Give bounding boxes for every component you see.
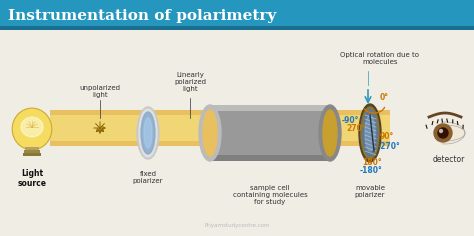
- Text: Instrumentation of polarimetry: Instrumentation of polarimetry: [8, 8, 276, 23]
- Circle shape: [439, 130, 443, 132]
- Ellipse shape: [12, 108, 52, 150]
- Text: 90°: 90°: [380, 132, 394, 141]
- Ellipse shape: [361, 107, 379, 159]
- FancyBboxPatch shape: [0, 0, 474, 30]
- Ellipse shape: [139, 109, 157, 157]
- Ellipse shape: [319, 105, 341, 161]
- PathPatch shape: [442, 122, 465, 144]
- Text: movable
polarizer: movable polarizer: [355, 185, 385, 198]
- FancyBboxPatch shape: [0, 26, 474, 30]
- Text: Optical rotation due to
molecules: Optical rotation due to molecules: [340, 52, 419, 65]
- Ellipse shape: [144, 118, 152, 148]
- FancyBboxPatch shape: [23, 153, 41, 156]
- Text: 180°: 180°: [362, 158, 382, 167]
- Ellipse shape: [141, 112, 155, 154]
- Circle shape: [434, 124, 452, 142]
- FancyBboxPatch shape: [25, 147, 39, 151]
- Text: 0°: 0°: [380, 93, 389, 102]
- Text: fixed
polarizer: fixed polarizer: [133, 171, 163, 184]
- FancyBboxPatch shape: [50, 115, 390, 141]
- Text: detector: detector: [433, 155, 465, 164]
- Text: sample cell
containing molecules
for study: sample cell containing molecules for stu…: [233, 185, 307, 205]
- Ellipse shape: [323, 110, 337, 156]
- Ellipse shape: [359, 104, 381, 162]
- Ellipse shape: [21, 117, 43, 137]
- Text: -270°: -270°: [378, 142, 401, 151]
- FancyBboxPatch shape: [210, 155, 330, 161]
- Text: Linearly
polarized
light: Linearly polarized light: [174, 72, 206, 92]
- Ellipse shape: [363, 110, 377, 156]
- FancyBboxPatch shape: [24, 150, 40, 153]
- Ellipse shape: [137, 107, 159, 159]
- FancyBboxPatch shape: [50, 110, 390, 146]
- Text: 270°: 270°: [346, 124, 365, 133]
- Text: Light
source: Light source: [18, 169, 46, 188]
- Text: Priyamstudycentre.com: Priyamstudycentre.com: [204, 223, 270, 228]
- Circle shape: [438, 128, 448, 138]
- Text: -90°: -90°: [342, 116, 359, 125]
- Text: unpolarized
light: unpolarized light: [80, 85, 120, 98]
- Text: -180°: -180°: [360, 166, 383, 175]
- FancyBboxPatch shape: [210, 105, 330, 161]
- FancyBboxPatch shape: [210, 105, 330, 111]
- Ellipse shape: [199, 105, 221, 161]
- Ellipse shape: [365, 115, 375, 151]
- Ellipse shape: [203, 110, 217, 156]
